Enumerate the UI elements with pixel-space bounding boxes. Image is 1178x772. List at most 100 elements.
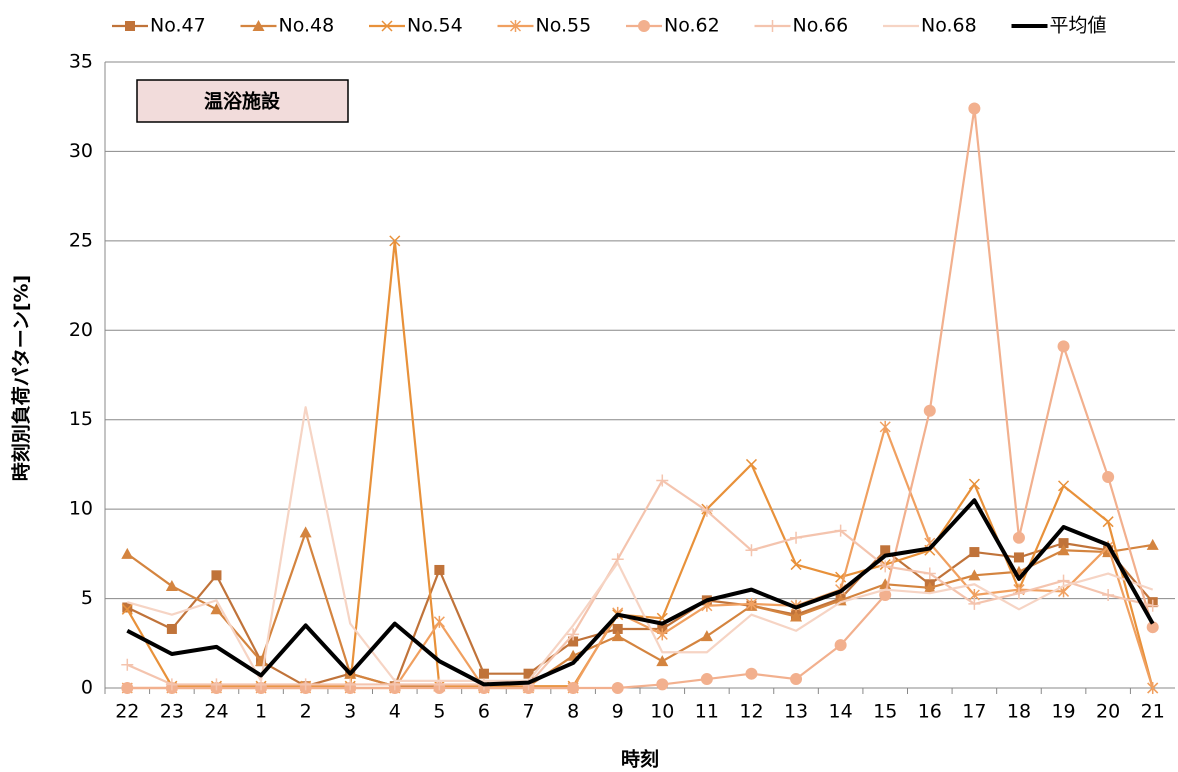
series-line: [127, 107, 1154, 690]
marker: [745, 544, 758, 557]
y-tick-label: 35: [69, 51, 93, 73]
marker: [344, 678, 357, 691]
marker: [968, 597, 981, 610]
annotation-box: [136, 79, 349, 123]
marker: [700, 504, 713, 517]
marker: [1012, 531, 1025, 544]
annotation: 温浴施設: [204, 90, 281, 113]
marker: [611, 682, 624, 694]
x-axis-label: 時刻: [621, 748, 659, 771]
x-tick-label: 13: [784, 701, 808, 723]
series-line: [126, 479, 1153, 686]
series-line: [126, 498, 1155, 687]
series-line: [126, 239, 1154, 689]
marker: [638, 20, 650, 32]
marker: [509, 20, 522, 32]
marker: [1102, 470, 1115, 483]
marker: [834, 524, 847, 537]
y-tick-label: 0: [81, 677, 93, 699]
marker: [745, 667, 758, 680]
marker: [656, 628, 668, 641]
marker: [656, 655, 669, 667]
legend-label: No.48: [279, 15, 335, 37]
marker: [790, 610, 803, 622]
marker: [968, 102, 981, 115]
marker: [434, 564, 445, 575]
marker: [656, 474, 669, 487]
x-tick-label: 23: [160, 701, 184, 723]
x-tick-label: 7: [522, 701, 534, 723]
series-line: [126, 542, 1154, 688]
legend-label: No.62: [664, 15, 720, 37]
x-tick-label: 21: [1141, 701, 1165, 723]
marker: [879, 560, 892, 573]
marker: [121, 682, 134, 694]
marker: [969, 547, 980, 558]
marker: [1102, 516, 1114, 528]
marker: [834, 639, 847, 652]
marker: [745, 458, 757, 470]
x-tick-label: 6: [478, 701, 490, 723]
legend-label: No.55: [536, 15, 592, 37]
marker: [299, 526, 312, 538]
marker: [1146, 621, 1159, 634]
legend-label: 平均値: [1050, 15, 1107, 37]
marker: [121, 658, 134, 671]
x-tick-label: 4: [389, 701, 401, 723]
marker: [700, 630, 713, 642]
series: [121, 102, 1159, 694]
marker: [211, 570, 222, 581]
x-tick-label: 9: [612, 701, 624, 723]
marker: [880, 545, 891, 556]
marker: [433, 615, 445, 628]
marker: [879, 420, 891, 433]
marker: [1058, 480, 1070, 492]
marker: [1146, 599, 1159, 612]
marker: [968, 478, 980, 490]
marker: [567, 682, 580, 694]
marker: [1102, 588, 1115, 601]
x-tick-label: 20: [1096, 701, 1120, 723]
x-tick-label: 16: [918, 701, 942, 723]
marker: [1147, 682, 1159, 694]
marker: [790, 673, 803, 686]
marker: [125, 21, 135, 31]
legend-label: No.66: [793, 15, 849, 37]
marker: [1057, 574, 1070, 587]
marker: [700, 673, 713, 686]
marker: [567, 628, 580, 641]
x-tick-label: 11: [695, 701, 719, 723]
y-axis-label: 時刻別負荷パターン[%]: [10, 275, 33, 481]
marker: [968, 569, 981, 581]
y-tick-label: 30: [69, 140, 93, 162]
legend-label: No.68: [921, 15, 977, 37]
x-tick-label: 10: [650, 701, 674, 723]
x-tick-label: 14: [829, 701, 853, 723]
series: [121, 420, 1159, 694]
marker: [166, 623, 177, 634]
marker: [523, 668, 534, 679]
series-line: [126, 406, 1154, 682]
x-tick-label: 24: [204, 701, 228, 723]
marker: [122, 602, 133, 613]
marker: [210, 678, 223, 691]
marker: [656, 678, 669, 691]
x-tick-label: 3: [344, 701, 356, 723]
marker: [478, 668, 489, 679]
y-tick-label: 20: [69, 319, 93, 341]
marker: [299, 678, 312, 691]
marker: [165, 678, 178, 691]
x-tick-label: 19: [1051, 701, 1075, 723]
y-tick-label: 15: [69, 408, 93, 430]
marker: [834, 594, 847, 606]
marker: [612, 623, 623, 634]
series-line: [126, 531, 1153, 688]
marker: [1057, 544, 1070, 556]
x-tick-label: 18: [1007, 701, 1031, 723]
x-tick-label: 12: [739, 701, 763, 723]
y-tick-label: 25: [69, 229, 93, 251]
x-tick-label: 15: [873, 701, 897, 723]
marker: [879, 588, 892, 601]
marker: [1013, 552, 1024, 563]
